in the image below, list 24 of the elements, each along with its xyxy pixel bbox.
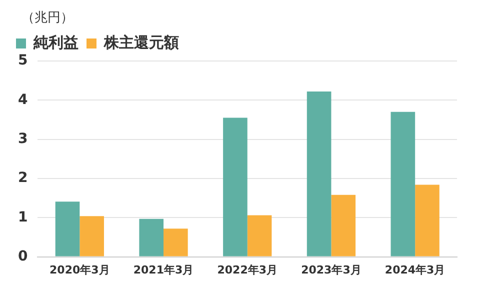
bar (164, 228, 188, 256)
y-tick-label: 5 (18, 52, 28, 69)
y-tick-label: 2 (18, 170, 28, 186)
x-tick-label: 2023年3月 (301, 263, 362, 276)
legend-label: 純利益 (32, 33, 78, 52)
y-tick-label: 3 (18, 130, 28, 147)
x-tick-label: 2020年3月 (50, 263, 110, 276)
bar (331, 194, 356, 256)
x-tick-label: 2022年3月 (217, 263, 278, 276)
bar (139, 218, 164, 256)
legend-label: 株主還元額 (103, 33, 179, 52)
bar (247, 215, 272, 256)
bar (55, 202, 80, 256)
bar (390, 112, 416, 256)
x-tick-label: 2024年3月 (384, 263, 446, 276)
bar (415, 184, 440, 256)
y-axis-title: （兆円） (22, 10, 74, 26)
bar (80, 216, 104, 256)
y-tick-label: 4 (18, 92, 28, 108)
x-tick-label: 2021年3月 (133, 263, 194, 276)
bar (223, 118, 248, 256)
y-tick-label: 1 (18, 209, 28, 226)
y-tick-label: 0 (18, 248, 28, 264)
bar (306, 92, 332, 256)
